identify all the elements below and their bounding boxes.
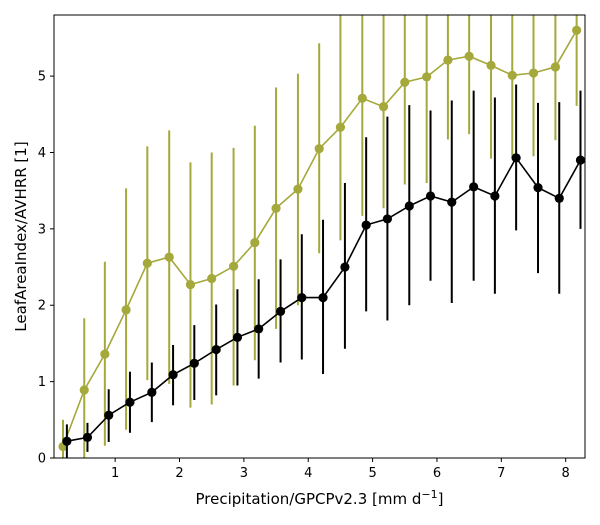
data-point <box>486 60 496 71</box>
data-point <box>490 191 500 201</box>
x-tick-label: 8 <box>562 466 570 481</box>
y-tick-label: 5 <box>38 70 46 85</box>
plot-frame <box>53 14 586 459</box>
x-tick-label: 4 <box>304 466 312 481</box>
x-axis-label-suffix: ] <box>438 490 444 508</box>
y-tick-label: 1 <box>38 375 46 390</box>
data-point <box>297 293 307 303</box>
series-1 <box>62 84 585 458</box>
data-point <box>533 183 543 193</box>
data-point <box>447 197 457 207</box>
data-point <box>528 68 539 78</box>
data-point <box>469 182 479 192</box>
y-tick-label: 0 <box>38 452 46 467</box>
x-tick-label: 6 <box>433 466 441 481</box>
data-point <box>189 358 199 368</box>
data-point <box>185 280 196 290</box>
y-axis-label: LeafAreaIndex/AVHRR [1] <box>12 141 30 331</box>
data-point <box>104 410 114 420</box>
data-point <box>271 203 281 213</box>
data-point <box>318 293 328 303</box>
data-point <box>507 70 517 80</box>
x-tick-label: 2 <box>175 466 183 481</box>
y-tick-label: 4 <box>38 146 46 161</box>
data-point <box>572 25 582 35</box>
data-point <box>254 324 264 334</box>
data-point <box>164 252 174 262</box>
data-point <box>142 258 152 268</box>
data-point <box>293 184 303 194</box>
x-tick-label: 7 <box>497 466 505 481</box>
data-point <box>168 370 178 380</box>
data-point <box>147 387 157 397</box>
data-point <box>554 193 564 203</box>
x-tick-label: 5 <box>368 466 376 481</box>
series-layer <box>58 15 585 458</box>
data-point <box>314 144 324 154</box>
data-point <box>335 122 346 132</box>
data-point <box>82 432 93 442</box>
x-axis-label-unit-exponent: −1 <box>421 488 437 501</box>
data-point <box>357 93 367 103</box>
data-point <box>400 77 410 87</box>
data-point <box>464 51 474 61</box>
data-point <box>425 191 436 201</box>
data-point <box>378 102 389 112</box>
data-point <box>511 153 521 163</box>
data-point <box>232 332 243 342</box>
data-point <box>340 262 350 272</box>
x-tick-label: 1 <box>111 466 119 481</box>
data-point <box>250 238 260 248</box>
data-point <box>207 273 217 284</box>
data-point <box>404 201 414 211</box>
data-point <box>275 306 286 316</box>
y-axis: 0 1 2 3 4 5 <box>38 70 54 467</box>
y-tick-label: 3 <box>38 222 46 237</box>
x-axis-label: Precipitation/GPCPv2.3 [mm d−1] <box>196 488 444 508</box>
data-point <box>79 385 89 395</box>
x-axis: 1 2 3 4 5 6 7 8 <box>111 458 570 481</box>
y-tick-label: 2 <box>38 299 46 314</box>
data-point <box>211 344 221 355</box>
x-axis-label-text: Precipitation/GPCPv2.3 [mm d <box>196 490 422 508</box>
data-point <box>422 72 432 82</box>
data-point <box>575 155 585 165</box>
data-point <box>121 305 131 315</box>
data-point <box>62 436 72 446</box>
data-point <box>100 349 110 359</box>
data-point <box>125 397 135 407</box>
data-point <box>382 214 393 224</box>
x-tick-label: 3 <box>240 466 248 481</box>
data-point <box>361 220 371 230</box>
data-point <box>443 55 453 65</box>
data-point <box>550 62 560 72</box>
data-point <box>228 261 239 271</box>
